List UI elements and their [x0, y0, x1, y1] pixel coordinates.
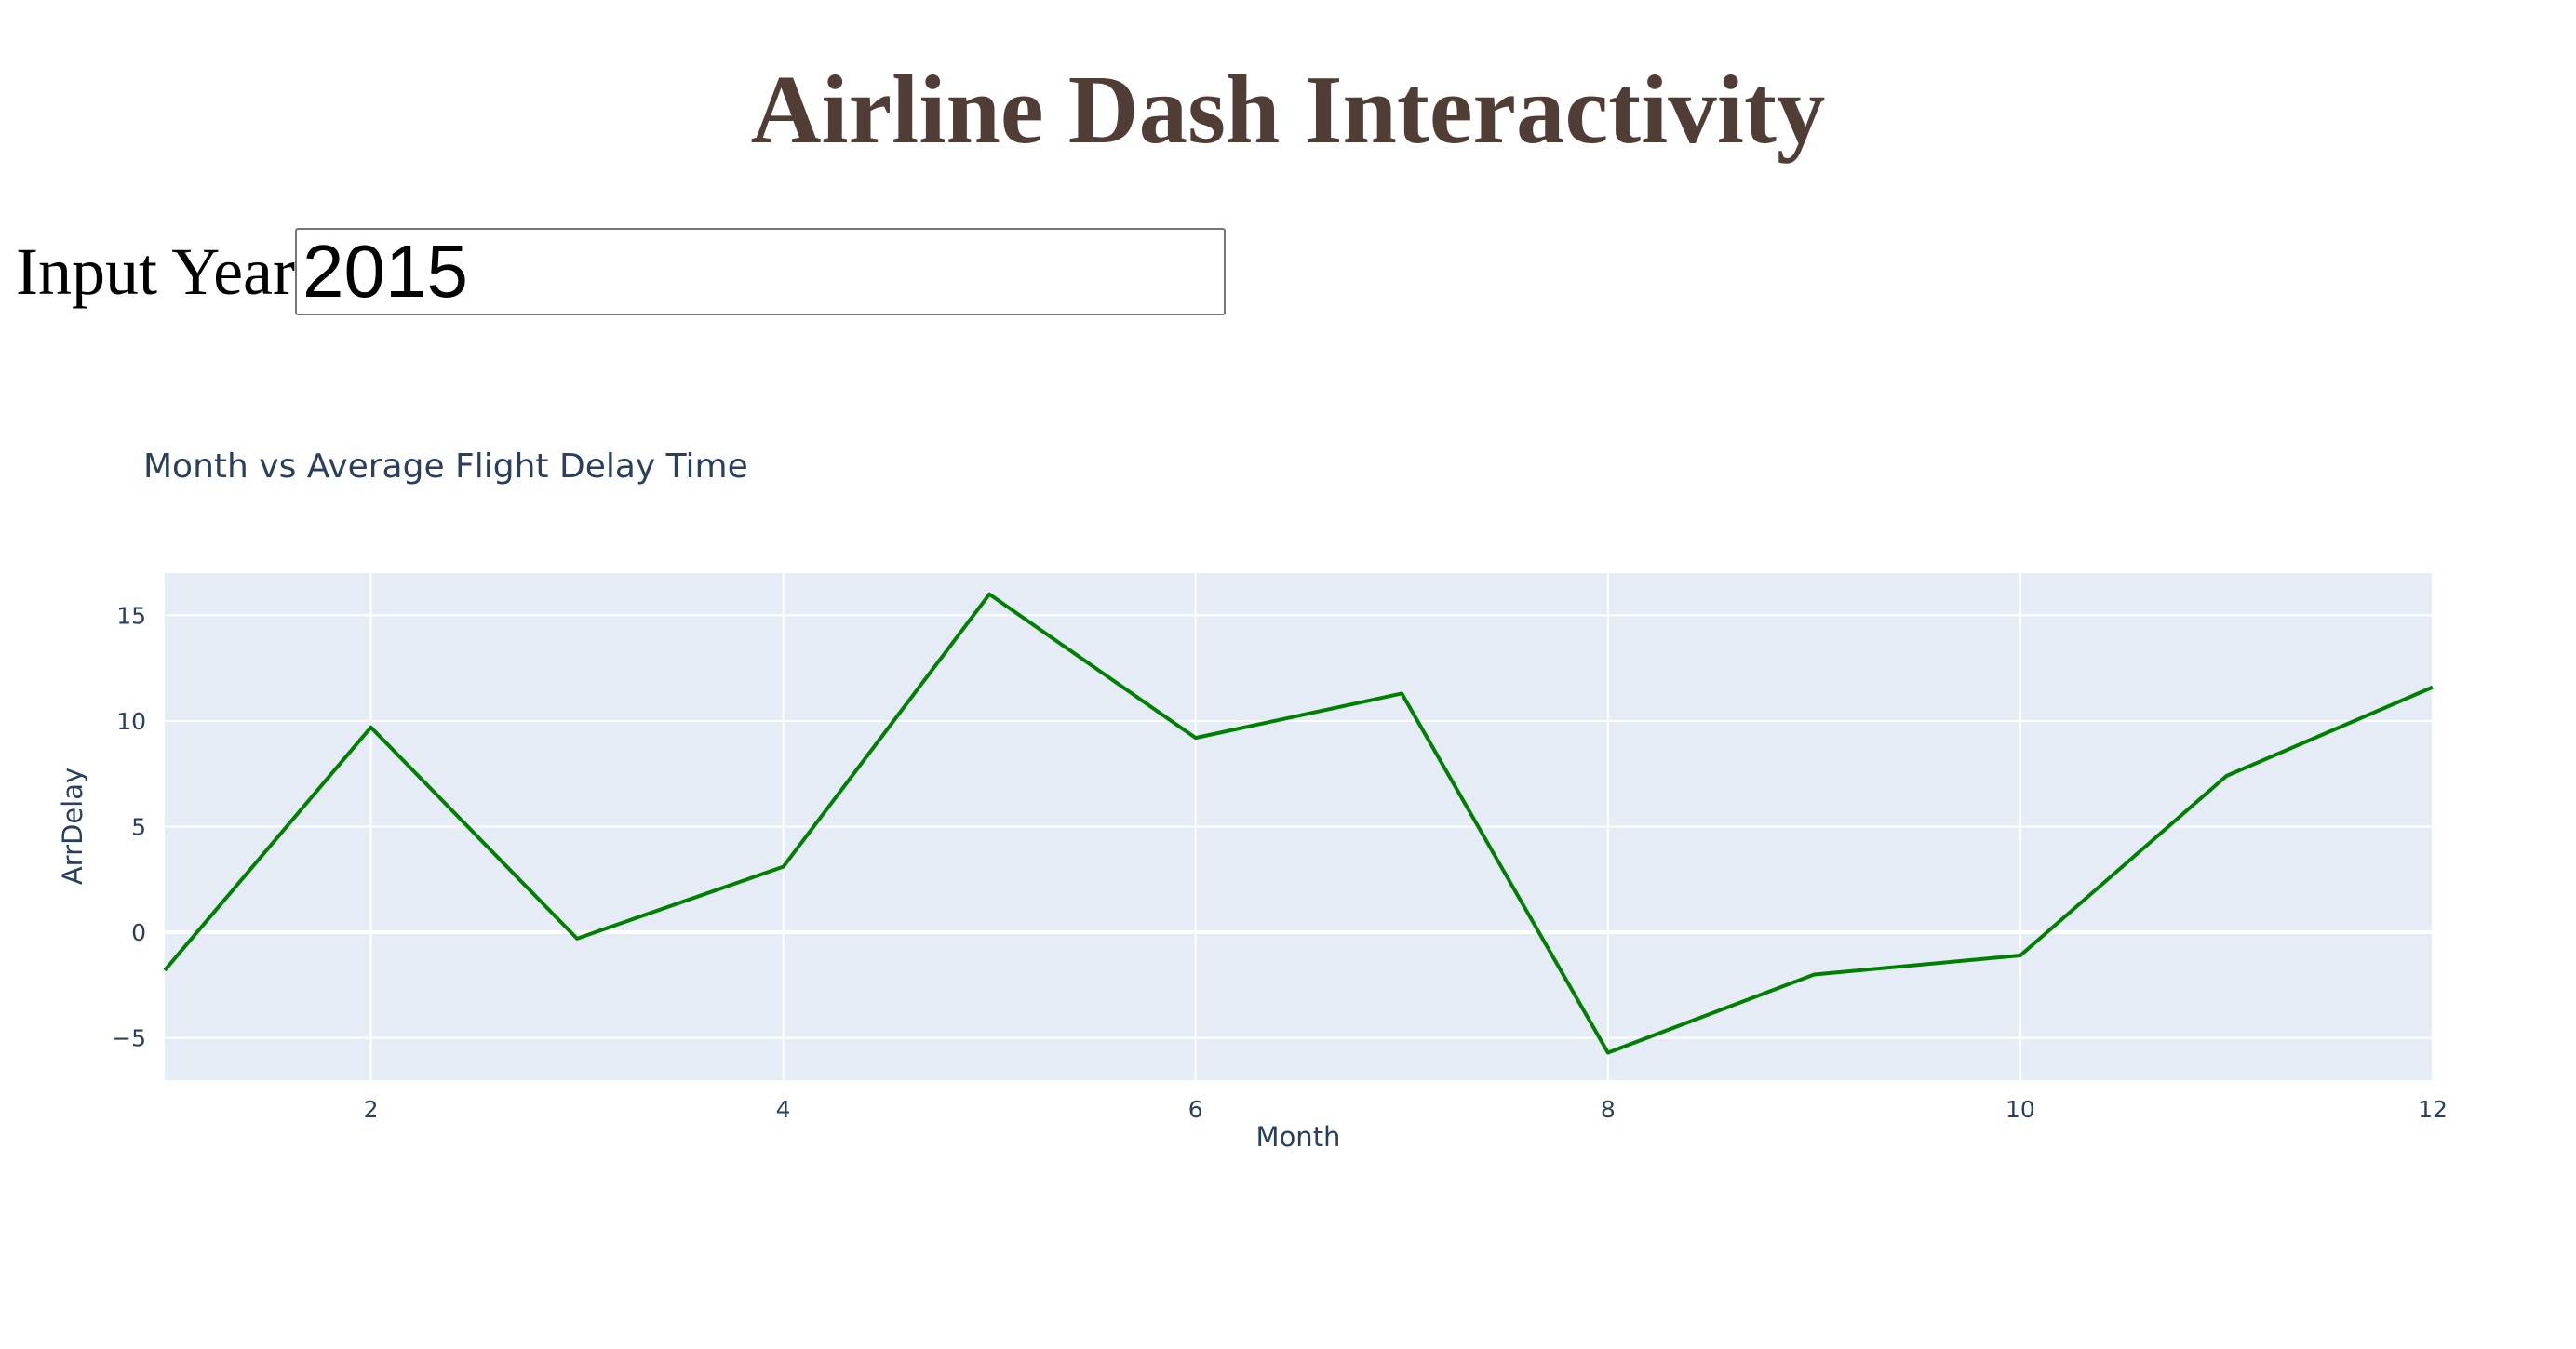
x-tick-label: 4 [776, 1096, 791, 1123]
y-tick-label: 0 [131, 919, 146, 946]
data-point[interactable] [2217, 767, 2235, 785]
data-point[interactable] [980, 585, 999, 604]
x-tick-label: 2 [364, 1096, 379, 1123]
y-tick-label: 5 [131, 814, 146, 841]
data-point[interactable] [155, 961, 174, 980]
year-input[interactable] [295, 228, 1226, 315]
y-tick-label: 10 [116, 708, 146, 735]
x-tick-labels: 2 4 6 8 10 12 [364, 1096, 2448, 1123]
data-point[interactable] [774, 858, 793, 876]
series-group [155, 585, 2442, 1062]
data-point[interactable] [1392, 684, 1411, 702]
y-gridlines [165, 614, 2433, 1039]
chart-title: Month vs Average Flight Delay Time [143, 447, 748, 486]
input-year-label: Input Year [16, 234, 295, 309]
x-axis-label: Month [1256, 1121, 1341, 1153]
data-point[interactable] [2011, 946, 2030, 965]
data-point[interactable] [1187, 728, 1205, 747]
data-point[interactable] [568, 929, 586, 948]
x-tick-label: 12 [2418, 1096, 2448, 1123]
series-line[interactable] [163, 592, 2434, 1055]
data-point[interactable] [2423, 678, 2442, 697]
page-title: Airline Dash Interactivity [750, 55, 1826, 164]
delay-chart-svg: Month vs Average Flight Delay Time 2 4 6 8 1… [57, 447, 2448, 1153]
y-tick-label: −5 [112, 1025, 146, 1052]
y-tick-labels: −5 0 5 10 15 [112, 602, 146, 1051]
x-tick-label: 8 [1601, 1096, 1616, 1123]
y-tick-label: 15 [116, 602, 146, 629]
y-axis-label: ArrDelay [57, 768, 88, 885]
data-point[interactable] [1599, 1043, 1617, 1062]
data-point[interactable] [1805, 965, 1823, 983]
year-input-row: Input Year [16, 228, 1226, 315]
delay-chart: Month vs Average Flight Delay Time 2 4 6 8 1… [0, 409, 2576, 1200]
x-tick-label: 6 [1188, 1096, 1203, 1123]
data-point[interactable] [362, 718, 381, 737]
x-tick-label: 10 [2006, 1096, 2035, 1123]
